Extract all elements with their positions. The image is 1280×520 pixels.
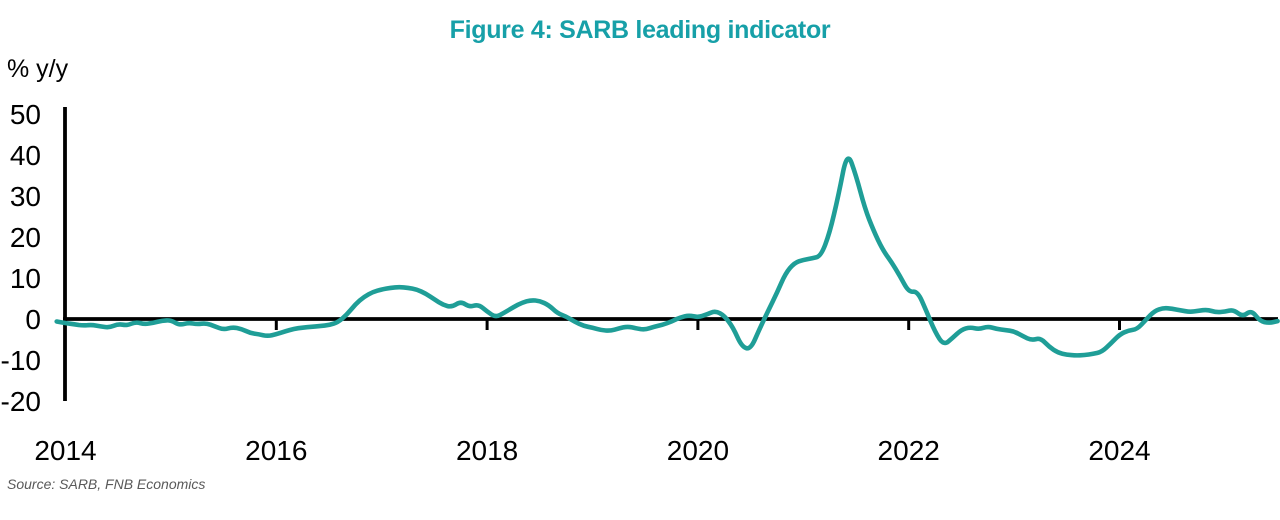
y-tick-label: -10 bbox=[1, 345, 41, 376]
y-tick-label: 40 bbox=[10, 140, 41, 171]
x-tick-label: 2014 bbox=[34, 435, 96, 466]
indicator-line bbox=[54, 156, 1280, 358]
source-note: Source: SARB, FNB Economics bbox=[7, 476, 206, 492]
chart-title: Figure 4: SARB leading indicator bbox=[449, 16, 831, 44]
x-tick-label: 2022 bbox=[878, 435, 940, 466]
x-tick-label: 2020 bbox=[667, 435, 729, 466]
y-tick-label: -20 bbox=[1, 386, 41, 417]
y-tick-label: 0 bbox=[25, 304, 41, 335]
y-tick-label: 20 bbox=[10, 222, 41, 253]
x-tick-label: 2024 bbox=[1088, 435, 1150, 466]
y-tick-label: 50 bbox=[10, 99, 41, 130]
y-tick-label: 30 bbox=[10, 181, 41, 212]
x-tick-label: 2016 bbox=[245, 435, 307, 466]
y-axis-unit-label: % y/y bbox=[7, 55, 69, 83]
x-tick-label: 2018 bbox=[456, 435, 518, 466]
y-tick-label: 10 bbox=[10, 263, 41, 294]
